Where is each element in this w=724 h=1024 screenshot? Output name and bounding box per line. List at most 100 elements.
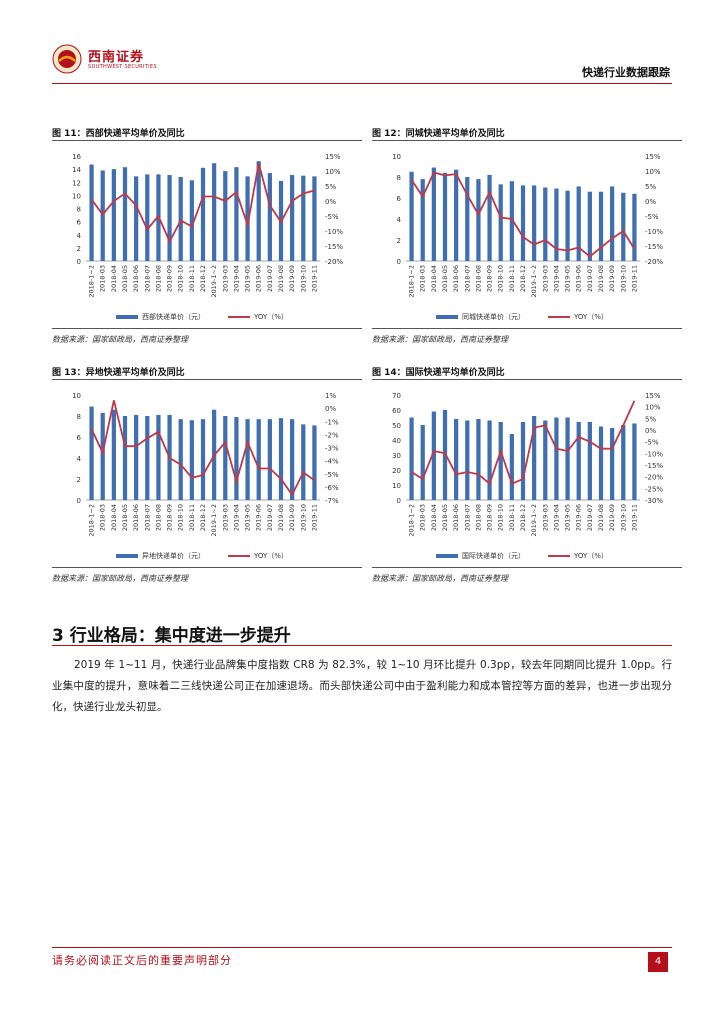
y-right-tick-label: 5% xyxy=(645,183,656,191)
y-right-tick-label: -30% xyxy=(645,497,663,505)
y-left-tick-label: 8 xyxy=(77,206,81,214)
y-left-tick-label: 0 xyxy=(397,258,401,266)
bar xyxy=(156,414,161,500)
bar xyxy=(498,422,503,500)
legend-line-label: YOY（%） xyxy=(253,313,288,321)
x-tick-label: 2018-03 xyxy=(99,265,107,292)
bar xyxy=(245,176,250,261)
x-tick-label: 2019-09 xyxy=(288,504,296,531)
y-left-tick-label: 6 xyxy=(397,195,402,203)
y-left-tick-label: 10 xyxy=(392,482,401,490)
bar xyxy=(520,422,526,500)
x-tick-label: 2019-04 xyxy=(232,504,240,531)
legend-bar-label: 异地快递单价（元） xyxy=(142,551,205,560)
bar xyxy=(610,428,615,500)
bar xyxy=(178,177,183,261)
x-tick-label: 2018-08 xyxy=(154,265,162,292)
bar xyxy=(178,419,183,500)
x-tick-label: 2019-09 xyxy=(288,265,296,292)
y-right-tick-label: -10% xyxy=(645,450,663,458)
legend-bar-swatch xyxy=(436,315,458,319)
legend-bar-label: 国际快递单价（元） xyxy=(462,551,525,560)
figure-11: 图 11：西部快递平均单价及同比 0 2 4 6 8 10 12 14 16 -20% -15% -1… xyxy=(52,126,362,351)
bar xyxy=(122,416,128,500)
y-right-tick-label: 5% xyxy=(325,183,336,191)
bar xyxy=(420,179,425,261)
x-tick-label: 2019-10 xyxy=(299,504,307,531)
bar xyxy=(111,169,116,261)
y-left-tick-label: 10 xyxy=(72,392,81,400)
x-tick-label: 2018-05 xyxy=(121,504,129,531)
y-right-tick-label: -15% xyxy=(645,243,663,251)
bar xyxy=(200,419,206,500)
bar xyxy=(598,426,604,500)
y-right-tick-label: -25% xyxy=(645,485,663,493)
x-tick-label: 2019-09 xyxy=(608,504,616,531)
y-right-tick-label: -15% xyxy=(325,243,343,251)
x-tick-label: 2018-05 xyxy=(441,504,449,531)
logo-subtitle: SOUTHWEST SECURITIES xyxy=(88,64,157,70)
bar xyxy=(111,409,116,500)
y-left-tick-label: 0 xyxy=(77,497,81,505)
y-left-tick-label: 4 xyxy=(77,455,82,463)
x-tick-label: 2018-08 xyxy=(474,504,482,531)
x-tick-label: 2018-12 xyxy=(199,504,207,531)
y-left-tick-label: 0 xyxy=(397,497,401,505)
figure-source: 数据来源：国家邮政局，西南证券整理 xyxy=(52,574,188,583)
x-tick-label: 2018-04 xyxy=(430,265,438,292)
x-tick-label: 2019-03 xyxy=(541,265,549,292)
source-rule xyxy=(372,328,682,329)
y-left-tick-label: 12 xyxy=(72,179,81,187)
x-tick-label: 2018-1~2 xyxy=(88,265,96,298)
y-right-tick-label: -5% xyxy=(325,471,339,479)
page-number: 4 xyxy=(648,952,668,972)
x-tick-label: 2018-11 xyxy=(508,504,516,531)
x-tick-label: 2018-03 xyxy=(419,265,427,292)
bar xyxy=(565,190,570,261)
bar xyxy=(89,406,94,500)
logo-text: 西南证券 xyxy=(88,50,145,65)
company-logo-icon xyxy=(52,44,82,74)
y-right-tick-label: -1% xyxy=(325,418,339,426)
legend-line-label: YOY（%） xyxy=(573,313,608,321)
x-tick-label: 2018-04 xyxy=(110,504,118,531)
y-right-tick-label: 0% xyxy=(645,427,656,435)
bar xyxy=(234,167,239,261)
x-tick-label: 2018-1~2 xyxy=(88,504,96,537)
x-tick-label: 2018-06 xyxy=(452,504,460,531)
x-tick-label: 2018-09 xyxy=(486,504,494,531)
x-tick-label: 2018-06 xyxy=(132,265,140,292)
bar xyxy=(278,418,284,500)
section-divider xyxy=(52,645,672,646)
bar xyxy=(122,167,128,261)
y-right-tick-label: -5% xyxy=(645,439,659,447)
figure-12: 图 12：同城快递平均单价及同比 0 2 4 6 8 10 -20% -15% -10% -5% 0… xyxy=(372,126,682,351)
legend-bar-swatch xyxy=(116,554,138,558)
bar xyxy=(301,175,306,261)
bar xyxy=(621,425,626,500)
y-left-tick-label: 40 xyxy=(392,437,401,445)
x-tick-label: 2018-06 xyxy=(452,265,460,292)
y-right-tick-label: 1% xyxy=(325,392,336,400)
y-right-tick-label: 15% xyxy=(645,392,661,400)
x-tick-label: 2019-1~2 xyxy=(530,265,538,298)
x-tick-label: 2019-10 xyxy=(619,504,627,531)
x-tick-label: 2018-10 xyxy=(497,265,505,292)
x-tick-label: 2018-08 xyxy=(474,265,482,292)
report-name: 快递行业数据跟踪 xyxy=(582,66,670,79)
section-title: 3 行业格局：集中度进一步提升 xyxy=(52,626,291,646)
x-tick-label: 2018-12 xyxy=(519,265,527,292)
bar xyxy=(576,186,581,261)
bar xyxy=(312,425,317,500)
x-tick-label: 2019-11 xyxy=(630,265,638,292)
x-tick-label: 2019-10 xyxy=(299,265,307,292)
bar xyxy=(498,184,503,261)
bar xyxy=(442,172,448,261)
x-tick-label: 2018-09 xyxy=(166,504,174,531)
y-right-tick-label: -10% xyxy=(645,228,663,236)
x-tick-label: 2019-05 xyxy=(244,265,252,292)
footer-disclaimer: 请务必阅读正文后的重要声明部分 xyxy=(52,954,232,967)
bar xyxy=(520,185,526,261)
y-right-tick-label: -4% xyxy=(325,458,339,466)
x-tick-label: 2018-03 xyxy=(99,504,107,531)
